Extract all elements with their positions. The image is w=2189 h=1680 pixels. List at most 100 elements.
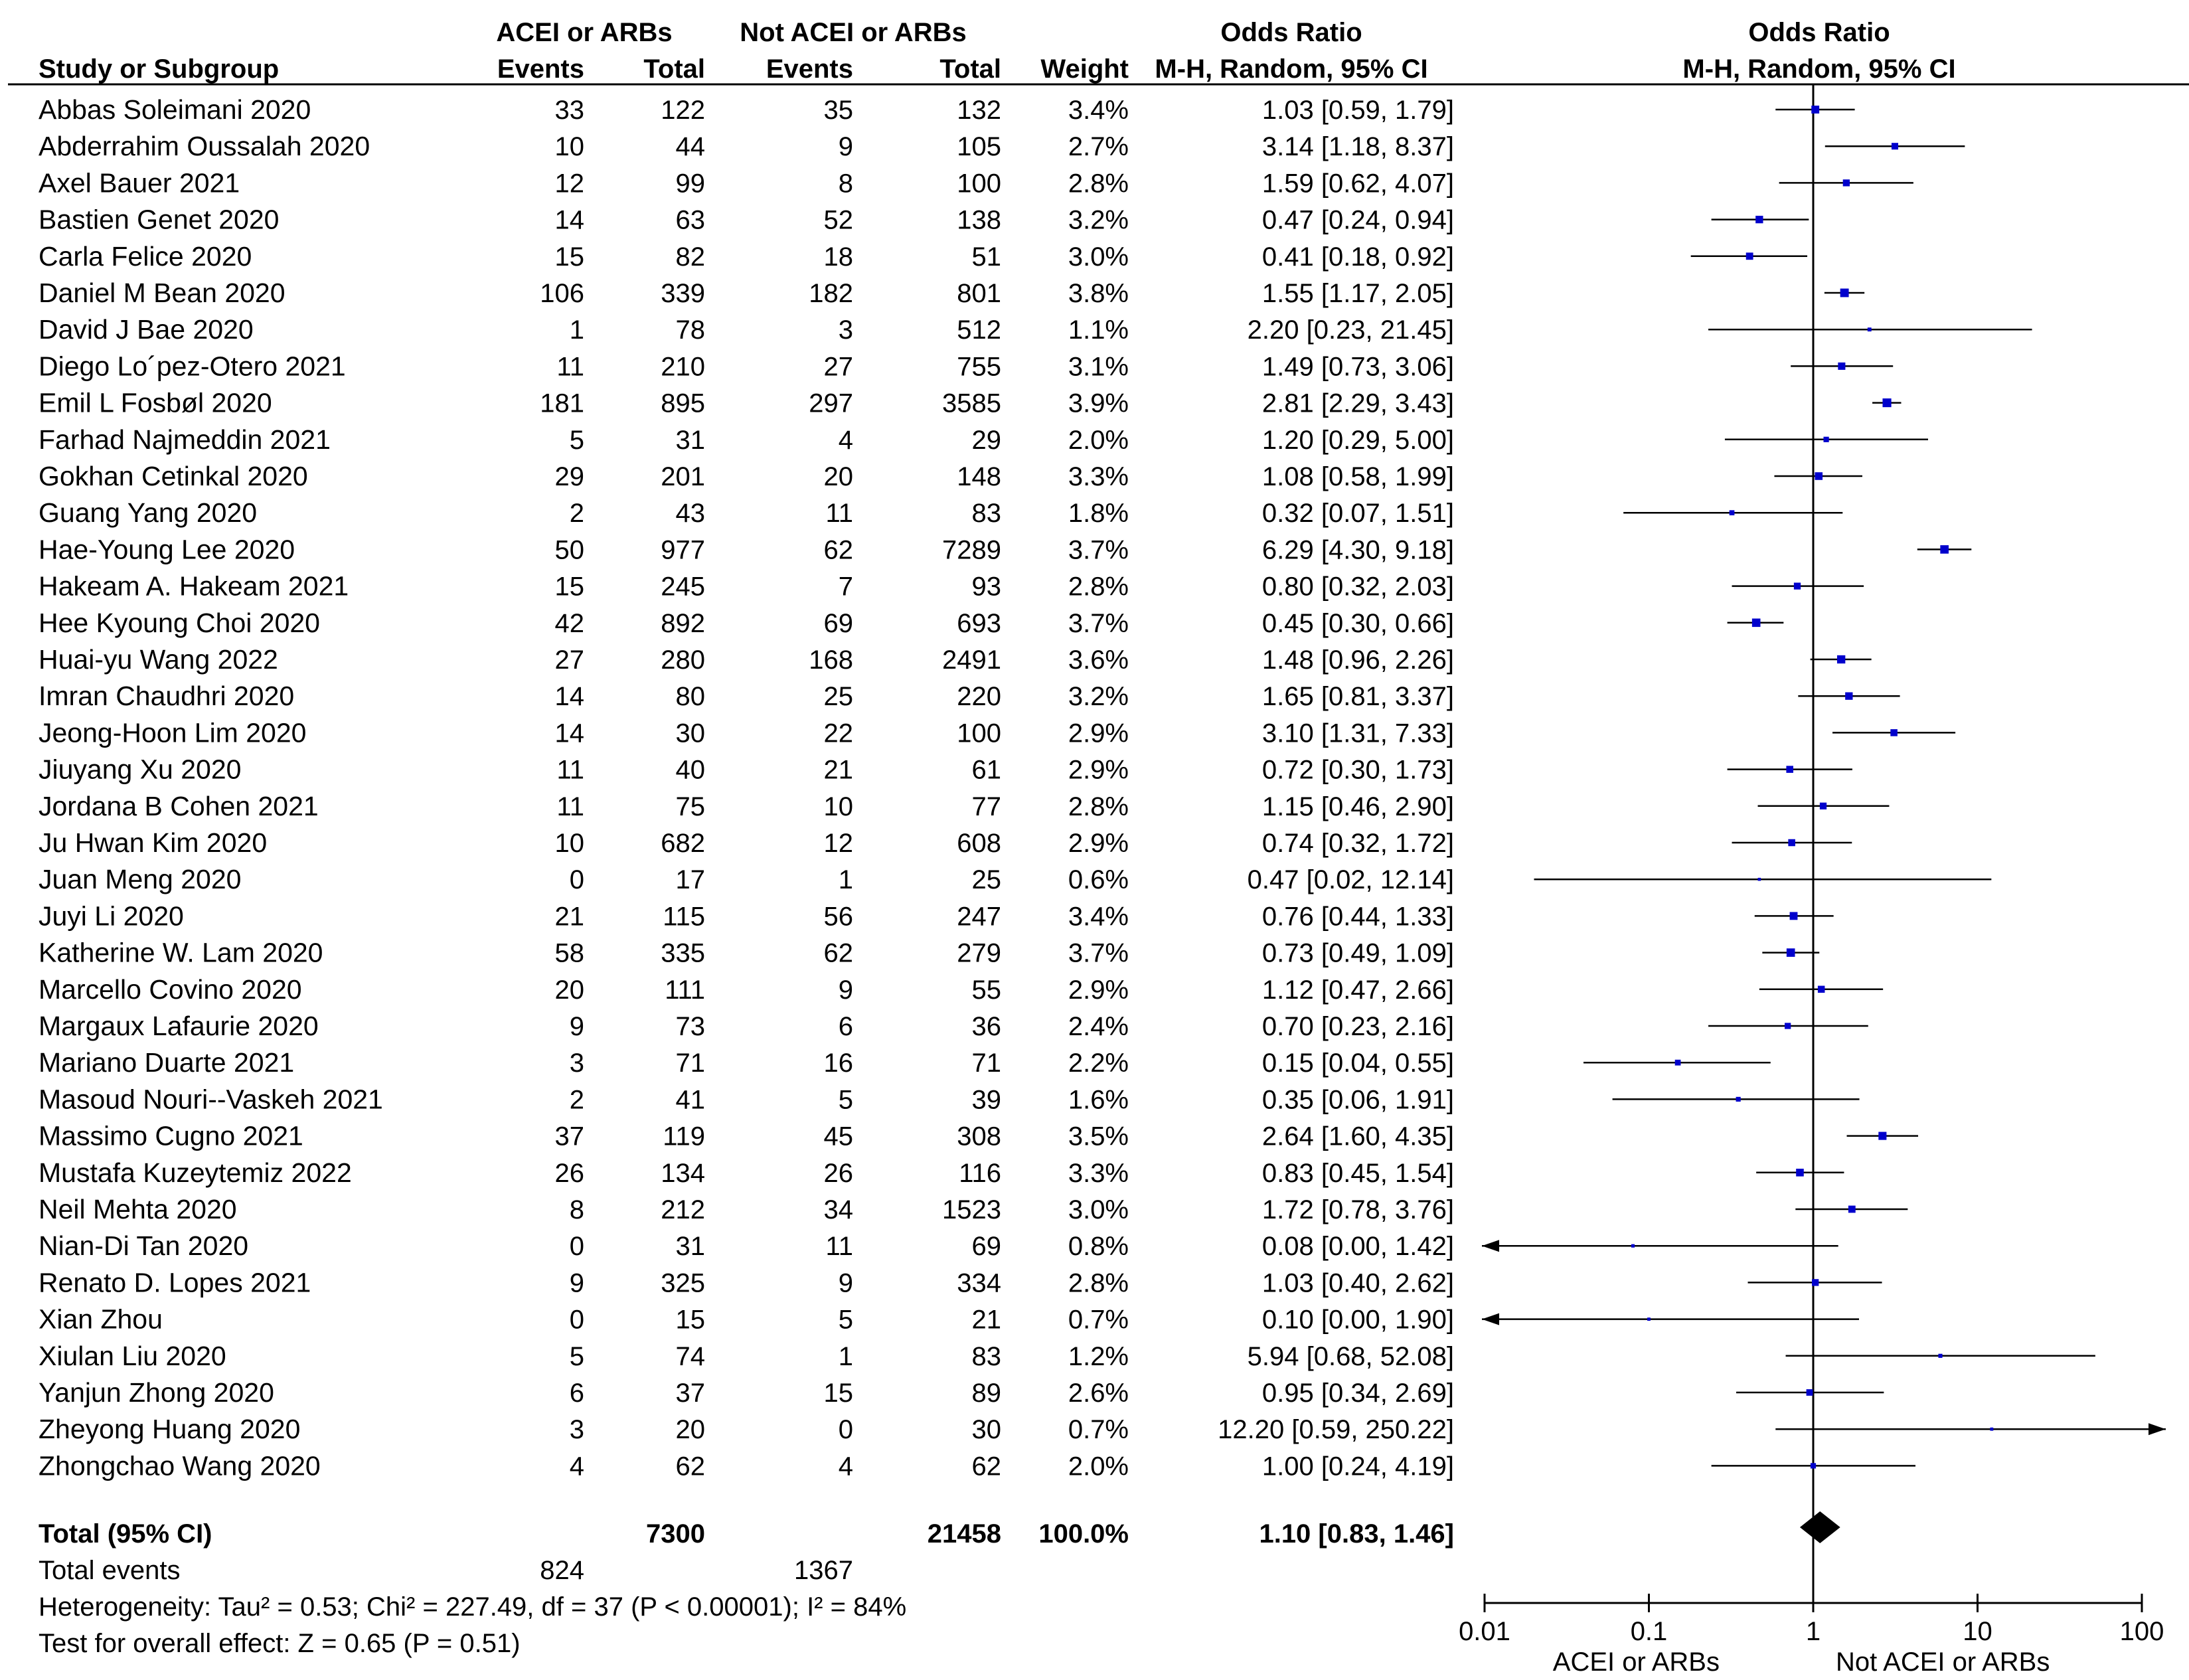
total2-cell: 29 [972,426,1002,455]
total2-cell: 132 [957,96,1001,125]
events2-cell: 168 [809,645,853,675]
events1-cell: 14 [555,206,585,235]
ci-cell: 3.10 [1.31, 7.33] [1262,718,1454,748]
table-row: Jeong-Hoon Lim 2020 14 30 22 100 2.9% 3.10 [1.… [39,717,1454,748]
events1-cell: 10 [555,829,585,858]
ci-cell: 1.15 [0.46, 2.90] [1262,792,1454,821]
weight-cell: 0.7% [1068,1415,1129,1444]
events1-cell: 0 [570,1232,584,1261]
weight-cell: 3.6% [1068,645,1129,675]
events2-cell: 1 [839,1342,853,1371]
ci-arrow-left [1482,1240,1499,1252]
weight-cell: 2.2% [1068,1049,1129,1078]
point-estimate [1806,1389,1813,1396]
point-estimate [1819,802,1827,809]
total2-cell: 247 [957,902,1001,931]
study-name: Margaux Lafaurie 2020 [39,1011,319,1041]
table-row: Guang Yang 2020 2 43 11 83 1.8% 0.32 [0.07, 1.… [39,497,1454,528]
total2-cell: 100 [957,718,1001,748]
table-row: Imran Chaudhri 2020 14 80 25 220 3.2% 1.65 [0.… [39,681,1454,711]
events2-cell: 10 [824,792,854,821]
weight-cell: 3.7% [1068,939,1129,968]
total2-cell: 138 [957,206,1001,235]
events2-cell: 11 [825,499,853,528]
weight-cell: 3.0% [1068,242,1129,272]
ci-cell: 6.29 [4.30, 9.18] [1262,535,1454,564]
events1-cell: 33 [555,96,585,125]
axis-tick-label: 0.01 [1459,1617,1510,1646]
events1-cell: 2 [570,499,584,528]
total2-cell: 220 [957,682,1001,711]
point-estimate [1867,327,1872,332]
events1-cell: 14 [555,682,585,711]
weight-cell: 2.9% [1068,718,1129,748]
events2-cell: 0 [839,1415,853,1444]
total1-cell: 99 [676,169,706,198]
study-rows: Abbas Soleimani 2020 33 122 35 132 3.4% 1.03 [… [39,94,1454,1481]
weight-cell: 1.8% [1068,499,1129,528]
events1-cell: 10 [555,132,585,161]
point-estimate [1785,1023,1791,1029]
events1-cell: 8 [570,1195,584,1224]
total1-cell: 15 [676,1305,706,1335]
ci-cell: 0.45 [0.30, 0.66] [1262,609,1454,638]
events1-cell: 50 [555,535,585,564]
total2-cell: 93 [972,572,1002,602]
point-estimate [1940,545,1949,554]
total2-cell: 83 [972,1342,1002,1371]
study-name: Abderrahim Oussalah 2020 [39,131,370,161]
weight-cell: 3.4% [1068,902,1129,931]
table-row: Neil Mehta 2020 8 212 34 1523 3.0% 1.72 [0.78,… [39,1194,1454,1224]
events1-cell: 3 [570,1049,584,1078]
events2-cell: 69 [824,609,854,638]
events1-cell: 0 [570,1305,584,1335]
events2-cell: 27 [824,352,854,381]
total1-cell: 210 [661,352,705,381]
study-name: Hee Kyoung Choi 2020 [39,608,320,638]
total2-cell: 100 [957,169,1001,198]
study-name: Daniel M Bean 2020 [39,278,285,308]
table-row: Massimo Cugno 2021 37 119 45 308 3.5% 2.64 [1.… [39,1121,1454,1151]
weight-cell: 2.8% [1068,792,1129,821]
ci-cell: 1.65 [0.81, 3.37] [1262,682,1454,711]
events1-cell: 21 [555,902,585,931]
weight-cell: 1.1% [1068,315,1129,345]
x-axis: 0.01 0.1 1 10 100 [1459,1594,2164,1646]
study-name: Farhad Najmeddin 2021 [39,424,331,455]
events2-cell: 45 [824,1122,854,1151]
weight-cell: 3.2% [1068,682,1129,711]
ci-cell: 1.00 [0.24, 4.19] [1262,1452,1454,1481]
events2-cell: 4 [839,426,853,455]
weight-cell: 2.0% [1068,1452,1129,1481]
total1-cell: 75 [676,792,706,821]
ci-cell: 1.08 [0.58, 1.99] [1262,462,1454,491]
study-name: Jordana B Cohen 2021 [39,791,319,821]
point-estimate [1842,179,1850,187]
header-or-title-left: Odds Ratio [1220,18,1362,47]
weight-cell: 3.5% [1068,1122,1129,1151]
events2-cell: 62 [824,939,854,968]
events1-cell: 9 [570,1012,584,1041]
table-row: Hakeam A. Hakeam 2021 15 245 7 93 2.8% 0.80 [0… [39,571,1454,602]
table-row: Ju Hwan Kim 2020 10 682 12 608 2.9% 0.74 [0.32… [39,827,1454,858]
ci-cell: 1.12 [0.47, 2.66] [1262,975,1454,1005]
table-row: Jiuyang Xu 2020 11 40 21 61 2.9% 0.72 [0.30, 1… [39,754,1454,785]
ci-cell: 0.80 [0.32, 2.03] [1262,572,1454,602]
study-name: Carla Felice 2020 [39,241,252,272]
plot-marks [1482,84,2166,1603]
total-weight: 100.0% [1038,1519,1129,1549]
ci-cell: 3.14 [1.18, 8.37] [1262,132,1454,161]
study-name: Massimo Cugno 2021 [39,1121,303,1151]
study-name: Xian Zhou [39,1304,163,1335]
study-name: Abbas Soleimani 2020 [39,94,311,125]
total2-cell: 801 [957,279,1001,308]
events2-cell: 35 [824,96,854,125]
total2-cell: 1523 [942,1195,1001,1224]
events2-cell: 9 [839,975,853,1005]
events2-cell: 52 [824,206,854,235]
axis-tick-label: 1 [1806,1617,1821,1646]
table-row: Mustafa Kuzeytemiz 2022 26 134 26 116 3.3% 0.8… [39,1157,1454,1188]
study-name: David J Bae 2020 [39,314,254,345]
events2-cell: 16 [824,1049,854,1078]
total1-cell: 201 [661,462,705,491]
